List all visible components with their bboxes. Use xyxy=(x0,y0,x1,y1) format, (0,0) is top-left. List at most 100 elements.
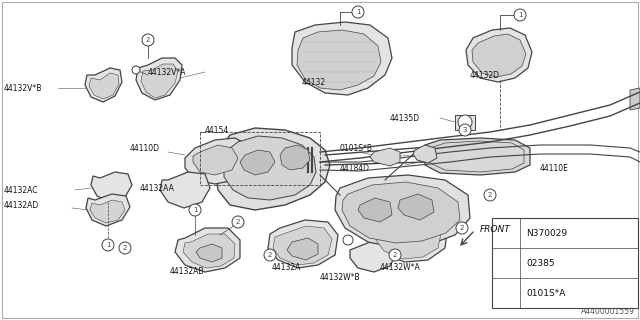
Circle shape xyxy=(190,205,200,215)
Polygon shape xyxy=(224,136,316,200)
Polygon shape xyxy=(141,64,178,98)
Text: 44184D: 44184D xyxy=(340,164,370,172)
Polygon shape xyxy=(466,28,532,82)
Text: 1: 1 xyxy=(504,289,508,298)
Polygon shape xyxy=(492,218,638,308)
Circle shape xyxy=(102,239,114,251)
Circle shape xyxy=(120,243,130,253)
Circle shape xyxy=(515,10,525,20)
Text: A4400001559: A4400001559 xyxy=(581,308,635,316)
Text: 2: 2 xyxy=(123,245,127,251)
Polygon shape xyxy=(122,244,129,252)
Polygon shape xyxy=(185,138,252,184)
Text: 2: 2 xyxy=(488,192,492,198)
Text: 0101S*B: 0101S*B xyxy=(340,143,373,153)
Circle shape xyxy=(498,255,514,271)
Text: 44132: 44132 xyxy=(302,77,326,86)
Polygon shape xyxy=(425,138,530,175)
Polygon shape xyxy=(292,22,392,95)
Text: 44132V*B: 44132V*B xyxy=(4,84,42,92)
Text: 1: 1 xyxy=(518,12,522,18)
Circle shape xyxy=(233,217,243,227)
Text: 2: 2 xyxy=(268,252,272,258)
Circle shape xyxy=(484,189,496,201)
Text: 44132AC: 44132AC xyxy=(4,186,38,195)
Polygon shape xyxy=(350,240,396,272)
Polygon shape xyxy=(630,88,640,110)
Text: 44132W*A: 44132W*A xyxy=(380,263,420,273)
Text: 2: 2 xyxy=(146,37,150,43)
Polygon shape xyxy=(355,8,362,16)
Polygon shape xyxy=(458,224,465,232)
Polygon shape xyxy=(89,73,119,99)
Polygon shape xyxy=(398,194,434,220)
Text: 1: 1 xyxy=(356,9,360,15)
Text: 3: 3 xyxy=(463,127,467,133)
Text: 3: 3 xyxy=(504,228,508,237)
Polygon shape xyxy=(91,172,132,202)
Polygon shape xyxy=(273,226,332,265)
Polygon shape xyxy=(90,200,125,223)
Polygon shape xyxy=(196,244,222,262)
Polygon shape xyxy=(268,220,338,268)
Text: 1: 1 xyxy=(106,242,110,248)
Text: 44132W*B: 44132W*B xyxy=(320,274,360,283)
Text: 2: 2 xyxy=(236,219,240,225)
Polygon shape xyxy=(215,128,330,210)
Polygon shape xyxy=(516,11,524,19)
Polygon shape xyxy=(191,206,198,214)
Text: 44132AA: 44132AA xyxy=(140,183,175,193)
Circle shape xyxy=(389,249,401,261)
Text: 2: 2 xyxy=(460,225,464,231)
Text: 44135D: 44135D xyxy=(390,114,420,123)
Text: 44110E: 44110E xyxy=(540,164,569,172)
Circle shape xyxy=(143,35,153,45)
Polygon shape xyxy=(280,145,310,170)
Text: 0101S*A: 0101S*A xyxy=(526,289,565,298)
Text: 02385: 02385 xyxy=(526,259,555,268)
Polygon shape xyxy=(85,68,122,102)
Text: 2: 2 xyxy=(393,252,397,258)
Polygon shape xyxy=(335,175,470,248)
Polygon shape xyxy=(297,30,381,90)
Text: 2: 2 xyxy=(504,259,508,268)
Polygon shape xyxy=(472,34,526,77)
Polygon shape xyxy=(175,228,240,272)
Circle shape xyxy=(352,6,364,18)
Polygon shape xyxy=(145,36,152,44)
Polygon shape xyxy=(376,216,442,259)
Polygon shape xyxy=(342,182,460,243)
Text: FRONT: FRONT xyxy=(480,225,511,234)
Circle shape xyxy=(353,7,363,17)
Text: 44132D: 44132D xyxy=(470,70,500,79)
Text: 44132AD: 44132AD xyxy=(4,201,39,210)
Text: N370029: N370029 xyxy=(526,228,567,237)
Circle shape xyxy=(390,250,400,260)
Polygon shape xyxy=(234,218,241,226)
Polygon shape xyxy=(370,148,400,166)
Circle shape xyxy=(119,242,131,254)
Polygon shape xyxy=(240,150,275,175)
Circle shape xyxy=(132,66,140,74)
Circle shape xyxy=(232,216,244,228)
Circle shape xyxy=(456,222,468,234)
Polygon shape xyxy=(287,238,318,260)
Polygon shape xyxy=(358,198,392,222)
Polygon shape xyxy=(193,145,238,175)
Text: 44110D: 44110D xyxy=(130,143,160,153)
Polygon shape xyxy=(86,194,130,226)
Circle shape xyxy=(343,235,353,245)
Polygon shape xyxy=(160,172,210,208)
Polygon shape xyxy=(104,241,111,249)
Polygon shape xyxy=(370,210,448,262)
Polygon shape xyxy=(132,66,140,74)
Polygon shape xyxy=(413,145,437,163)
Circle shape xyxy=(498,225,514,241)
Circle shape xyxy=(458,115,472,129)
Text: 44132A: 44132A xyxy=(272,263,301,273)
Polygon shape xyxy=(183,234,235,268)
Circle shape xyxy=(457,223,467,233)
Circle shape xyxy=(142,34,154,46)
Text: 44132V*A: 44132V*A xyxy=(148,68,186,76)
Circle shape xyxy=(265,250,275,260)
